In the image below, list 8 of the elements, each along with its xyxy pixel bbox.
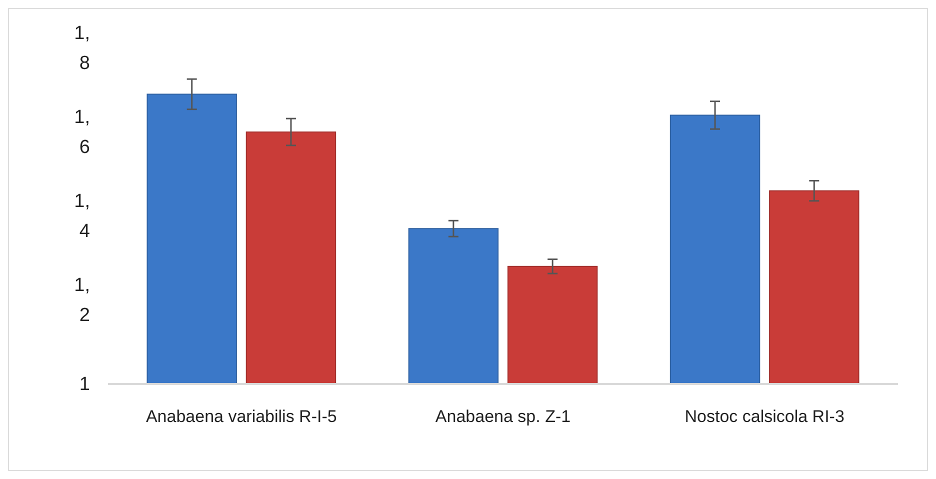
y-tick-label: 1,8 xyxy=(74,22,90,74)
x-tick-label: Anabaena sp. Z-1 xyxy=(435,407,571,426)
y-tick-label: 1,4 xyxy=(74,190,90,242)
y-tick-label: 1,2 xyxy=(74,274,90,326)
x-tick-label: Anabaena variabilis R-I-5 xyxy=(146,407,337,426)
x-tick-label: Nostoc calsicola RI-3 xyxy=(684,407,844,426)
y-tick-label: 1 xyxy=(79,374,90,394)
y-tick-label: 1,6 xyxy=(74,106,90,158)
